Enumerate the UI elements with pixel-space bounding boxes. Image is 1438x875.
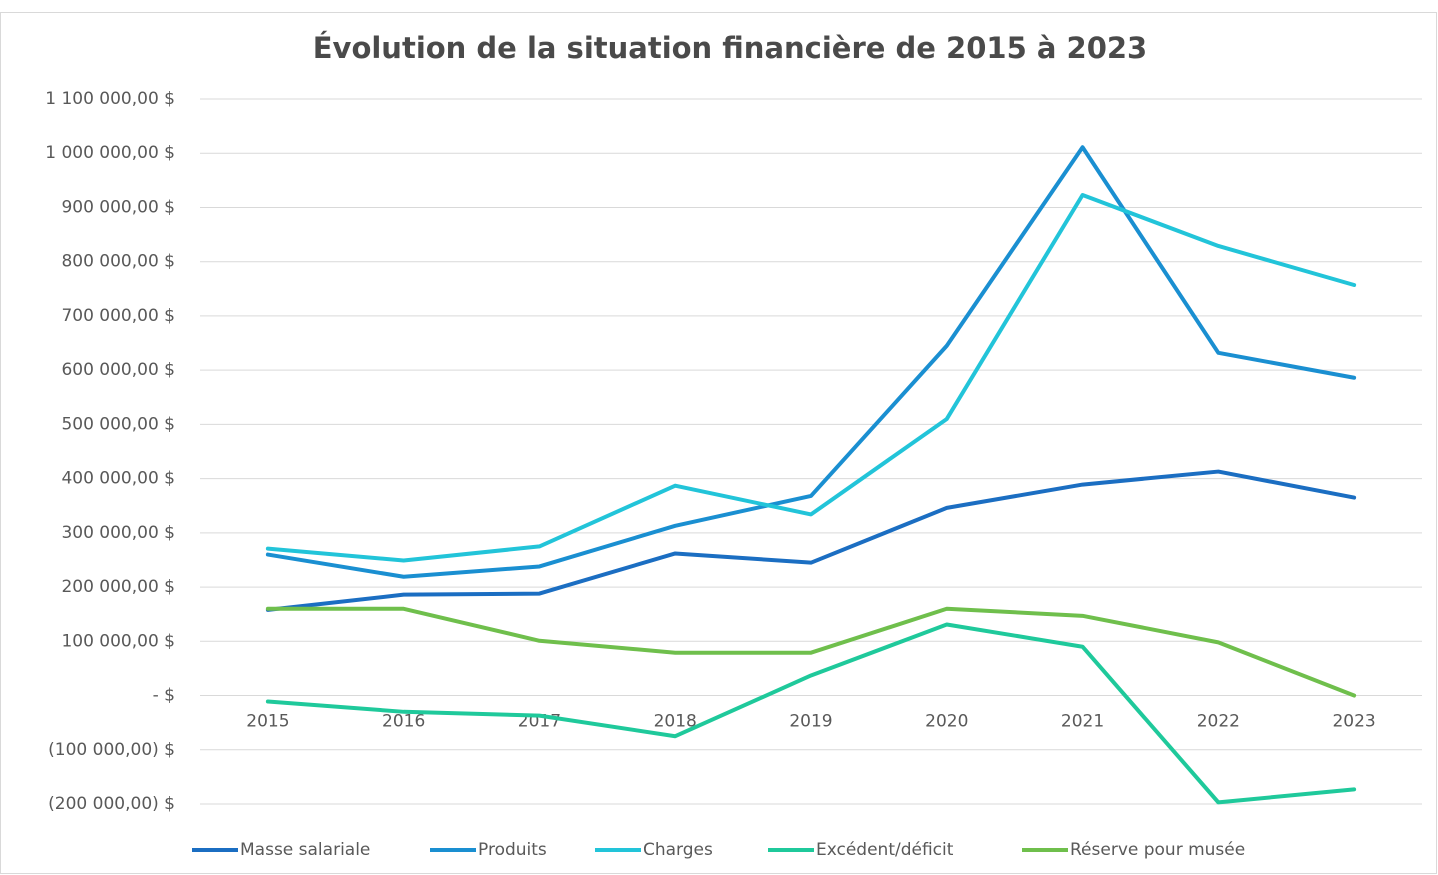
y-tick-label: 400 000,00 $ (61, 469, 175, 489)
y-tick-label: 1 000 000,00 $ (45, 143, 175, 163)
series-line (265, 606, 1357, 698)
x-tick-label: 2021 (1061, 712, 1104, 732)
chart-title: Évolution de la situation financière de … (313, 31, 1148, 65)
y-tick-label: - $ (153, 686, 175, 706)
series-line (265, 192, 1357, 563)
y-tick-label: (100 000,00) $ (48, 740, 175, 760)
legend-label: Masse salariale (240, 840, 370, 860)
series-line (265, 622, 1357, 805)
x-tick-label: 2020 (925, 712, 968, 732)
y-tick-label: 200 000,00 $ (61, 577, 175, 597)
legend-label: Produits (478, 840, 547, 860)
y-tick-label: 500 000,00 $ (61, 414, 175, 434)
x-tick-label: 2023 (1332, 712, 1375, 732)
y-tick-label: 700 000,00 $ (61, 306, 175, 326)
y-tick-label: 1 100 000,00 $ (45, 89, 175, 109)
y-tick-label: 100 000,00 $ (61, 631, 175, 651)
x-tick-label: 2016 (382, 712, 425, 732)
legend-label: Réserve pour musée (1070, 840, 1245, 860)
y-tick-label: 800 000,00 $ (61, 252, 175, 272)
x-tick-label: 2018 (654, 712, 697, 732)
x-tick-label: 2015 (246, 712, 289, 732)
chart-border (0, 12, 1437, 874)
series-line (265, 145, 1357, 579)
legend-label: Excédent/déficit (816, 840, 954, 860)
x-tick-label: 2022 (1197, 712, 1240, 732)
y-tick-label: 600 000,00 $ (61, 360, 175, 380)
y-tick-label: 300 000,00 $ (61, 523, 175, 543)
y-tick-label: 900 000,00 $ (61, 197, 175, 217)
legend-label: Charges (643, 840, 713, 860)
x-tick-label: 2019 (789, 712, 832, 732)
y-tick-label: (200 000,00) $ (48, 794, 175, 814)
series-line (265, 469, 1357, 612)
